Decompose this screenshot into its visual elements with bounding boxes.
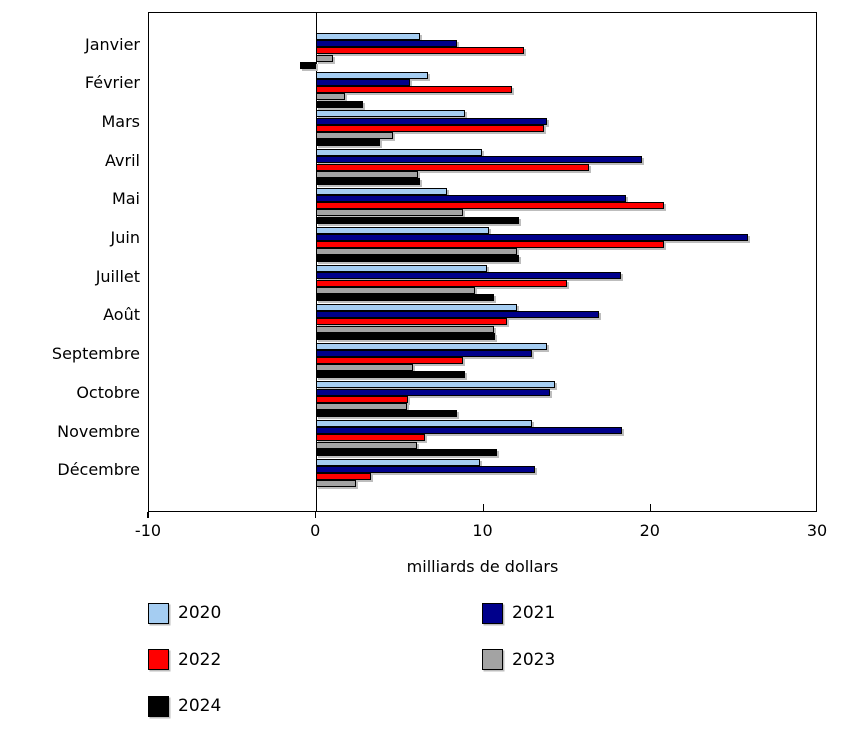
- category-label: Avril: [105, 150, 140, 170]
- legend-label: 2021: [512, 603, 556, 623]
- category-label: Février: [84, 73, 140, 93]
- category-label: Mars: [101, 111, 140, 131]
- bar-2022: [316, 357, 464, 364]
- bar-2023: [316, 93, 345, 101]
- category-label: Janvier: [85, 34, 140, 54]
- bar-2021: [316, 233, 748, 241]
- bar-2023: [316, 364, 414, 372]
- bar-2022: [316, 47, 524, 55]
- legend-item-2022: 2022: [148, 648, 221, 672]
- bar-2023: [316, 248, 517, 256]
- category-label: Septembre: [51, 344, 140, 364]
- bar-2020: [316, 420, 532, 427]
- x-tick-label: -10: [134, 521, 162, 540]
- category-label: Août: [103, 305, 140, 325]
- legend-swatch-icon: [482, 649, 503, 670]
- axis-tick: [314, 512, 316, 518]
- legend-swatch-icon: [148, 649, 169, 670]
- legend-label: 2023: [512, 649, 556, 670]
- bar-2022: [316, 395, 409, 403]
- bar-2021: [316, 78, 410, 86]
- plot-area: [148, 12, 817, 512]
- axis-tick: [482, 504, 484, 511]
- bar-2021: [316, 388, 551, 396]
- legend-label: 2022: [178, 649, 222, 670]
- bar-2022: [316, 202, 665, 210]
- x-tick-label: 20: [639, 521, 660, 540]
- bar-2024: [316, 332, 496, 340]
- bar-2020: [316, 149, 482, 157]
- bar-2021: [316, 40, 457, 48]
- legend-swatch-icon: [148, 602, 169, 624]
- bar-2023: [316, 402, 407, 410]
- bar-2022: [316, 434, 425, 442]
- bar-2023: [316, 480, 357, 488]
- bar-2023: [316, 441, 417, 449]
- bar-2024: [316, 294, 494, 301]
- x-axis-title: milliards de dollars: [406, 557, 559, 576]
- bar-2020: [316, 458, 481, 466]
- category-label: Juillet: [95, 266, 140, 286]
- bar-2023: [316, 132, 394, 139]
- bar-2024: [316, 177, 420, 185]
- bar-2022: [316, 163, 589, 171]
- axis-tick: [649, 504, 652, 511]
- category-label: Mai: [111, 189, 140, 209]
- bar-2022: [316, 86, 512, 94]
- bar-2023: [316, 325, 494, 333]
- bar-2021: [316, 117, 548, 125]
- bar-2023: [316, 170, 419, 178]
- category-label: Juin: [110, 228, 140, 247]
- legend-swatch-icon: [148, 695, 169, 717]
- bar-2022: [316, 240, 665, 248]
- x-tick-label: 30: [806, 521, 828, 540]
- bar-2024: [316, 371, 466, 379]
- bar-2021: [316, 349, 532, 357]
- bar-2023: [316, 209, 464, 217]
- legend-item-2024: 2024: [148, 694, 221, 718]
- bar-2020: [316, 303, 517, 311]
- axis-tick: [147, 512, 149, 518]
- bar-2020: [316, 187, 447, 195]
- bar-2021: [316, 272, 621, 280]
- bar-2024: [316, 255, 519, 263]
- bar-2021: [316, 465, 536, 473]
- legend-label: 2020: [178, 603, 222, 623]
- bar-2021: [316, 311, 599, 319]
- bar-2022: [316, 124, 544, 132]
- legend-label: 2024: [178, 696, 222, 716]
- bar-2024: [316, 448, 497, 456]
- bar-2023: [316, 286, 476, 294]
- bar-2024: [316, 100, 364, 108]
- category-label: Novembre: [57, 421, 140, 441]
- bar-2023: [316, 54, 333, 62]
- bar-2024: [299, 61, 317, 69]
- bar-2020: [316, 226, 489, 234]
- bar-2020: [316, 342, 548, 350]
- bar-2021: [316, 195, 626, 202]
- bar-2022: [316, 473, 372, 481]
- bar-2021: [316, 427, 623, 435]
- bar-2020: [316, 265, 487, 273]
- x-tick-label: 0: [310, 521, 321, 540]
- bar-2021: [316, 156, 643, 164]
- bar-2024: [316, 410, 457, 418]
- bar-2022: [316, 279, 568, 287]
- bar-2024: [316, 139, 380, 147]
- legend-item-2021: 2021: [482, 601, 555, 625]
- category-label: Octobre: [76, 382, 140, 402]
- bar-2024: [316, 216, 519, 224]
- legend-item-2023: 2023: [482, 648, 555, 672]
- bar-2022: [316, 318, 507, 326]
- bar-2020: [316, 381, 556, 389]
- legend-swatch-icon: [482, 602, 503, 624]
- legend-item-2020: 2020: [148, 601, 221, 625]
- category-label: Décembre: [57, 460, 140, 480]
- bar-2020: [316, 33, 420, 40]
- x-tick-label: 10: [472, 521, 493, 540]
- bar-2020: [316, 110, 466, 118]
- bar-2020: [316, 71, 429, 79]
